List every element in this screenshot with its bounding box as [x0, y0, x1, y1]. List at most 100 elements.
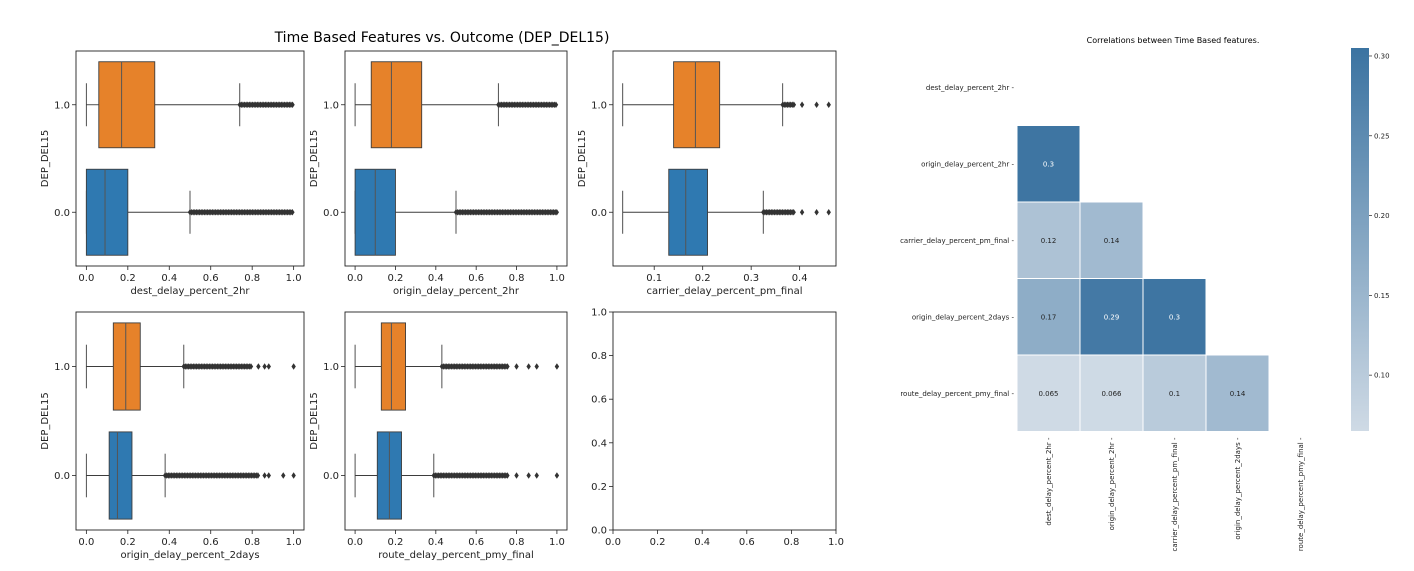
x-tick-label: 0.3	[743, 273, 759, 284]
subplot-2: 0.0 0.2 0.4 0.6 0.8 1.0 origin_delay_percent_2…	[309, 50, 568, 297]
x-tick-label: 1.0	[286, 537, 302, 548]
subplot-3: 0.1 0.2 0.3 0.4 carrier_delay_percent_pm_fin…	[577, 50, 837, 297]
heatmap-row-label: origin_delay_percent_2days -	[912, 313, 1015, 321]
heatmap-cell-label: 0.066	[1101, 390, 1122, 398]
outlier-point	[554, 209, 559, 216]
box-delayed	[354, 322, 560, 411]
heatmap-cell	[1016, 354, 1081, 432]
x-tick-label: 0.0	[347, 537, 363, 548]
y-tick-label: 0.8	[591, 351, 607, 362]
x-axis-label: carrier_delay_percent_pm_final	[647, 286, 803, 297]
x-tick-label: 0.6	[739, 537, 755, 548]
heatmap-cell-label: 0.14	[1230, 390, 1246, 398]
x-tick-label: 0.2	[650, 537, 666, 548]
outlier-point	[814, 101, 819, 108]
outlier-point	[291, 363, 296, 370]
outlier-point	[266, 472, 271, 479]
x-tick-label: 0.4	[161, 273, 177, 284]
outliers	[162, 472, 296, 479]
iqr-box	[380, 322, 406, 411]
heatmap-cell	[1016, 125, 1081, 203]
x-tick-label: 0.2	[120, 273, 136, 284]
x-tick-label: 0.8	[783, 537, 799, 548]
heatmap-cell	[1142, 278, 1207, 356]
outlier-point	[505, 363, 510, 370]
heatmap-cell	[1205, 354, 1270, 432]
iqr-box	[370, 61, 423, 149]
y-tick-label: 0.0	[54, 471, 70, 482]
heatmap-title: Correlations between Time Based features…	[1087, 36, 1260, 45]
x-tick-label: 1.0	[828, 537, 844, 548]
x-tick-label: 0.2	[388, 273, 404, 284]
x-tick-label: 1.0	[549, 273, 565, 284]
outlier-point	[826, 209, 831, 216]
box-ontime	[354, 168, 559, 256]
x-tick-label: 0.6	[203, 537, 219, 548]
subplot-1: 0.0 0.2 0.4 0.6 0.8 1.0 dest_delay_percent_2hr…	[40, 50, 305, 297]
colorbar-tick-label: 0.20	[1374, 212, 1390, 220]
y-tick-label: 0.4	[591, 438, 607, 449]
x-axis-label: route_delay_percent_pmy_final	[378, 550, 534, 561]
outlier-point	[262, 472, 267, 479]
outliers	[431, 472, 560, 479]
outliers	[439, 363, 560, 370]
heatmap-cell	[1079, 278, 1144, 356]
outlier-point	[262, 363, 267, 370]
y-axis-label: DEP_DEL15	[40, 392, 51, 449]
iqr-box	[112, 322, 141, 411]
x-tick-label: 0.0	[347, 273, 363, 284]
subplot-6: 0.0 0.2 0.4 0.6 0.8 1.0 0.0 0.2 0.4 0.6 0.8 1.0	[591, 308, 844, 549]
x-tick-label: 0.4	[428, 537, 444, 548]
heatmap-row-label: carrier_delay_percent_pm_final -	[900, 237, 1014, 245]
heatmap-col-label: route_delay_percent_pmy_final -	[1297, 437, 1305, 551]
outlier-point	[554, 472, 560, 479]
outlier-point	[255, 472, 261, 479]
colorbar	[1351, 48, 1369, 431]
y-tick-label: 1.0	[591, 308, 607, 319]
outlier-point	[505, 472, 510, 479]
x-tick-label: 0.4	[161, 537, 177, 548]
heatmap-cell	[1016, 278, 1081, 356]
y-tick-label: 1.0	[323, 362, 339, 373]
subplot-5: 0.0 0.2 0.4 0.6 0.8 1.0 route_delay_percent_pm…	[309, 311, 568, 561]
heatmap-cell-label: 0.065	[1038, 390, 1058, 398]
outlier-point	[281, 472, 286, 479]
box-delayed	[354, 61, 559, 149]
iqr-box	[108, 431, 133, 520]
x-axis-label: origin_delay_percent_2hr	[393, 286, 520, 297]
y-tick-label: 1.0	[54, 100, 70, 111]
y-axis-label: DEP_DEL15	[40, 130, 51, 187]
subplot-4: 0.0 0.2 0.4 0.6 0.8 1.0 origin_delay_percent_2…	[40, 311, 305, 561]
outlier-point	[290, 101, 295, 108]
box-delayed	[85, 61, 295, 149]
x-tick-label: 0.8	[509, 273, 525, 284]
y-tick-label: 0.0	[591, 208, 607, 219]
x-tick-label: 0.8	[244, 273, 260, 284]
colorbar-tick-label: 0.15	[1374, 292, 1390, 300]
outlier-point	[526, 363, 531, 370]
heatmap-cell-label: 0.29	[1104, 313, 1120, 321]
box-ontime	[622, 168, 831, 256]
box-ontime	[354, 431, 560, 520]
y-tick-label: 1.0	[54, 362, 70, 373]
x-tick-label: 0.4	[428, 273, 444, 284]
heatmap-row-label: dest_delay_percent_2hr -	[926, 84, 1015, 92]
y-tick-label: 0.0	[323, 471, 339, 482]
outliers	[187, 209, 295, 216]
x-axis-label: dest_delay_percent_2hr	[130, 286, 250, 297]
plot-area-frame	[75, 311, 305, 531]
heatmap-row-label: origin_delay_percent_2hr -	[921, 160, 1014, 168]
x-tick-label: 0.2	[388, 537, 404, 548]
box-delayed	[85, 322, 296, 411]
figure-title: Time Based Features vs. Outcome (DEP_DEL…	[274, 30, 610, 46]
heatmap-cell-label: 0.12	[1041, 237, 1057, 245]
outliers	[181, 363, 296, 370]
outlier-point	[534, 472, 539, 479]
x-tick-label: 0.2	[120, 537, 136, 548]
outliers	[496, 101, 559, 108]
outliers	[780, 101, 831, 108]
iqr-box	[85, 168, 129, 256]
outlier-point	[256, 363, 261, 370]
heatmap-cell-label: 0.1	[1169, 390, 1180, 398]
